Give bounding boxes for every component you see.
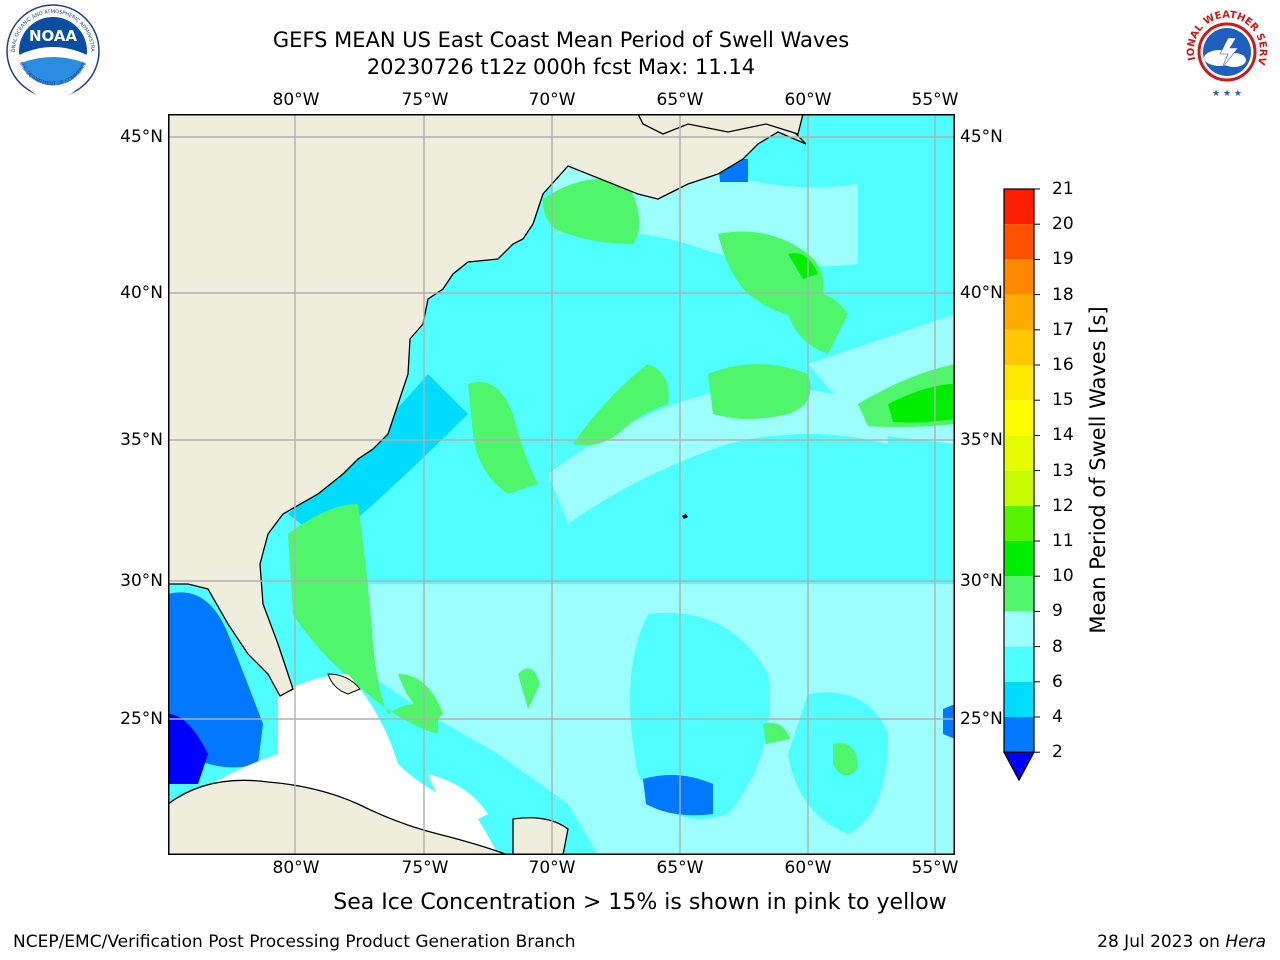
colorbar-tick-label: 15	[1052, 390, 1074, 411]
land-nova-scotia	[637, 114, 804, 135]
lon-label-bottom: 75°W	[401, 858, 449, 878]
land-cuba	[168, 779, 509, 855]
colorbar-band	[1004, 505, 1034, 541]
lon-label-top: 60°W	[784, 90, 832, 110]
lat-label-right: 45°N	[960, 127, 1003, 147]
lon-label-bottom: 55°W	[911, 858, 959, 878]
colorbar-band	[1004, 435, 1034, 471]
colorbar-tick-label: 18	[1052, 284, 1074, 305]
colorbar-band	[1004, 189, 1034, 225]
footer-date: 28 Jul 2023 on Hera	[1097, 932, 1266, 952]
colorbar-tick-label: 16	[1052, 355, 1074, 375]
swell-9-10-bahamas	[398, 674, 443, 724]
swell-9-10-southeast-2	[833, 743, 858, 776]
swell-10-11-east-core	[888, 384, 955, 423]
colorbar-tick-label: 19	[1052, 249, 1074, 270]
lat-label-left: 35°N	[120, 430, 163, 450]
map-subtitle: 20230726 t12z 000h fcst Max: 11.14	[366, 55, 756, 79]
swell-9-10-gulf-maine	[543, 179, 640, 244]
footer-date-text: 28 Jul 2023 on	[1097, 932, 1226, 952]
colorbar-band	[1004, 224, 1034, 260]
swell-9-10-northeast	[788, 291, 848, 354]
colorbar-band	[1004, 576, 1034, 612]
colorbar	[1002, 188, 1040, 782]
colorbar-band	[1004, 681, 1034, 717]
swell-9-10-central	[573, 364, 669, 446]
swell-9-10-southeast-1	[763, 723, 790, 744]
land-bahamas-island	[327, 673, 361, 695]
colorbar-tick-label: 6	[1052, 671, 1063, 692]
colorbar-tick-label: 10	[1052, 566, 1074, 587]
lon-label-top: 80°W	[272, 90, 320, 110]
swell-4-6-nearshore	[288, 374, 468, 544]
colorbar-tick-label: 21	[1052, 179, 1074, 199]
colorbar-band	[1004, 259, 1034, 295]
land-hispaniola	[512, 817, 569, 855]
colorbar-tick-label: 2	[1052, 742, 1063, 763]
colorbar-tick-label: 11	[1052, 531, 1074, 551]
swell-2-4-puerto-rico	[643, 775, 713, 816]
map-title: GEFS MEAN US East Coast Mean Period of S…	[272, 28, 850, 52]
colorbar-title: Mean Period of Swell Waves [s]	[1086, 306, 1110, 634]
svg-text:★ ★ ★: ★ ★ ★	[1212, 89, 1242, 99]
noaa-logo: NOAA NATIONAL OCEANIC AND ATMOSPHERIC AD…	[0, 0, 103, 99]
footer-credit: NCEP/EMC/Verification Post Processing Pr…	[13, 932, 576, 952]
colorbar-band	[1004, 717, 1034, 753]
colorbar-band	[1004, 294, 1034, 330]
colorbar-tick-label: 14	[1052, 425, 1074, 446]
colorbar-band	[1004, 400, 1034, 436]
colorbar-band	[1004, 470, 1034, 506]
swell-9-10-south-central	[518, 668, 540, 709]
swell-6-8-central-patch	[630, 612, 770, 819]
colorbar-band	[1004, 646, 1034, 682]
lon-label-bottom: 80°W	[272, 858, 320, 878]
sea-ice-caption: Sea Ice Concentration > 15% is shown in …	[333, 890, 947, 915]
lat-label-right: 40°N	[960, 283, 1003, 303]
swell-2-4-east-edge	[943, 704, 955, 739]
missing-data-east-tip	[428, 774, 488, 824]
colorbar-tick-label: 8	[1052, 636, 1063, 657]
lat-label-right: 25°N	[960, 709, 1003, 729]
colorbar-tick-label: 20	[1052, 214, 1074, 235]
swell-9-10-southeast-coast	[288, 504, 438, 734]
footer-host: Hera	[1225, 932, 1266, 952]
map-gridlines	[168, 114, 955, 855]
colorbar-tick-label: 13	[1052, 460, 1074, 481]
land-north-america	[168, 114, 807, 697]
lon-label-bottom: 60°W	[784, 858, 832, 878]
lon-label-bottom: 70°W	[528, 858, 576, 878]
lon-label-top: 55°W	[911, 90, 959, 110]
lon-label-top: 75°W	[401, 90, 449, 110]
lon-label-top: 65°W	[656, 90, 704, 110]
colorbar-band	[1004, 329, 1034, 365]
nws-logo: NATIONAL WEATHER SERVICE ★ ★ ★	[1172, 0, 1278, 100]
land-bermuda	[682, 514, 688, 519]
lon-label-top: 70°W	[528, 90, 576, 110]
colorbar-tick-label: 4	[1052, 707, 1063, 727]
lat-label-right: 35°N	[960, 430, 1003, 450]
swell-9-10-east-central	[708, 364, 811, 419]
lat-label-left: 45°N	[120, 127, 163, 147]
colorbar-under-arrow	[1002, 751, 1036, 782]
colorbar-band	[1004, 611, 1034, 647]
colorbar-tick-label: 12	[1052, 495, 1074, 516]
swell-9-10-hatteras	[468, 382, 538, 494]
lat-label-left: 25°N	[120, 709, 163, 729]
lat-label-left: 40°N	[120, 283, 163, 303]
noaa-logo-text: NOAA	[29, 27, 78, 45]
swell-8-9-central	[548, 387, 888, 524]
colorbar-band	[1004, 365, 1034, 401]
swell-below-2-west	[168, 714, 208, 784]
swell-6-8-east-patch	[508, 526, 598, 584]
swell-period-map	[168, 114, 955, 855]
colorbar-band	[1004, 541, 1034, 577]
lon-label-bottom: 65°W	[656, 858, 704, 878]
swell-2-4-caribbean	[168, 592, 263, 768]
colorbar-tick-label: 17	[1052, 319, 1074, 340]
lat-label-right: 30°N	[960, 571, 1003, 591]
colorbar-tick-label: 9	[1052, 601, 1063, 622]
lat-label-left: 30°N	[120, 571, 163, 591]
swell-10-11-north-core	[788, 253, 818, 279]
